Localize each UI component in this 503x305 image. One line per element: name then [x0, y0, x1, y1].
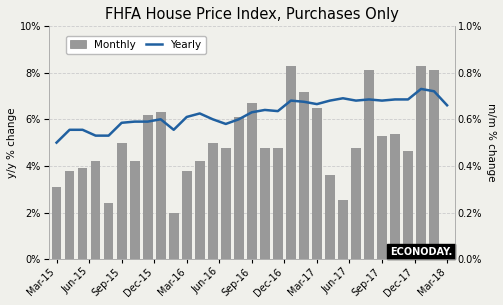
Bar	[234, 117, 243, 259]
Bar	[52, 187, 61, 259]
Bar	[65, 171, 74, 259]
Bar	[286, 66, 296, 259]
Bar	[273, 149, 283, 259]
Bar	[312, 108, 322, 259]
Bar	[390, 135, 400, 259]
Bar	[377, 136, 387, 259]
Bar	[403, 151, 413, 259]
Bar	[247, 103, 257, 259]
Bar	[104, 203, 114, 259]
Bar	[195, 161, 205, 259]
Bar	[299, 92, 309, 259]
Text: ECONODAY.: ECONODAY.	[390, 247, 452, 257]
Bar	[77, 168, 88, 259]
Bar	[364, 70, 374, 259]
Title: FHFA House Price Index, Purchases Only: FHFA House Price Index, Purchases Only	[105, 7, 399, 22]
Y-axis label: y/y % change: y/y % change	[7, 107, 17, 178]
Bar	[325, 175, 335, 259]
Y-axis label: m/m % change: m/m % change	[486, 103, 496, 182]
Bar	[143, 115, 152, 259]
Bar	[221, 149, 231, 259]
Bar	[117, 143, 127, 259]
Bar	[260, 149, 270, 259]
Bar	[351, 149, 361, 259]
Bar	[182, 171, 192, 259]
Legend: Monthly, Yearly: Monthly, Yearly	[66, 36, 206, 54]
Bar	[442, 249, 452, 259]
Bar	[338, 200, 348, 259]
Bar	[156, 112, 165, 259]
Bar	[208, 143, 218, 259]
Bar	[416, 66, 426, 259]
Bar	[130, 161, 139, 259]
Bar	[169, 213, 179, 259]
Bar	[91, 161, 101, 259]
Bar	[429, 70, 439, 259]
